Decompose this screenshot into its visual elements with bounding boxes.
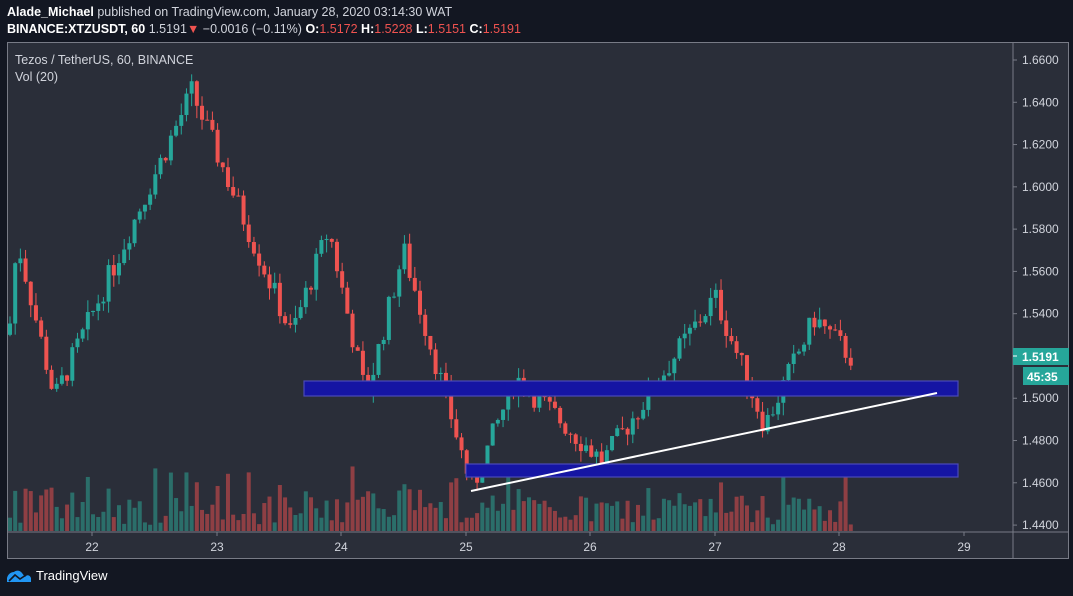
price-tick-label: 1.4600 [1022,476,1059,490]
volume-legend[interactable]: Vol (20) [15,70,59,84]
volume-bars [8,466,853,531]
brand-name: TradingView [36,568,108,583]
low-label: L: [415,22,428,36]
lower-zone-rectangle[interactable] [465,463,959,478]
series-legend[interactable]: Tezos / TetherUS, 60, BINANCE [15,53,194,67]
close-label: C: [469,22,483,36]
time-tick-label: 28 [832,540,846,554]
close-value: 1.5191 [482,22,521,36]
high-value: 1.5228 [374,22,413,36]
open-label: O: [305,22,320,36]
author-name[interactable]: Alade_Michael [7,5,94,19]
published-text: published on TradingView.com, January 28… [97,5,453,19]
price-axis[interactable]: 1.6600 1.6400 1.6200 1.6000 1.5800 1.5600 1.54… [1013,53,1059,532]
price-tick-label: 1.6200 [1022,138,1059,152]
tradingview-logo-icon [7,570,31,582]
time-tick-label: 27 [708,540,722,554]
price-tick-label: 1.4400 [1022,518,1059,532]
price-tick-label: 1.5600 [1022,264,1059,278]
price-tick-label: 1.6000 [1022,180,1059,194]
bar-countdown-tag: 45:35 [1023,367,1069,385]
time-tick-label: 22 [85,540,99,554]
upper-zone-rectangle[interactable] [303,380,959,397]
symbol-label: BINANCE:XTZUSDT, 60 [7,22,146,36]
high-label: H: [361,22,375,36]
time-axis[interactable]: 22 23 24 25 26 27 28 29 [85,532,971,554]
price-tick-label: 1.6400 [1022,95,1059,109]
open-value: 1.5172 [319,22,358,36]
tradingview-brand[interactable]: TradingView [6,568,108,583]
price-tick-label: 1.6600 [1022,53,1059,67]
svg-text:45:35: 45:35 [1027,370,1058,384]
symbol-info: BINANCE:XTZUSDT, 60 1.5191▼ −0.0016 (−0.… [7,22,521,36]
price-tick-label: 1.5000 [1022,391,1059,405]
last-price: 1.5191 [148,22,187,36]
price-tick-label: 1.4800 [1022,434,1059,448]
current-price-tag: 1.5191 [1013,348,1069,365]
time-tick-label: 25 [459,540,473,554]
ascending-trendline[interactable] [470,392,938,492]
down-arrow-icon: ▼ [186,22,200,36]
time-tick-label: 29 [957,540,971,554]
publish-info: Alade_Michael published on TradingView.c… [7,5,452,19]
candlesticks [8,74,853,491]
price-tick-label: 1.5400 [1022,307,1059,321]
price-change: −0.0016 (−0.11%) [202,22,302,36]
time-tick-label: 23 [210,540,224,554]
price-tick-label: 1.5800 [1022,222,1059,236]
time-tick-label: 24 [334,540,348,554]
drawings [303,380,959,492]
time-tick-label: 26 [583,540,597,554]
low-value: 1.5151 [427,22,467,36]
svg-text:1.5191: 1.5191 [1022,350,1059,364]
